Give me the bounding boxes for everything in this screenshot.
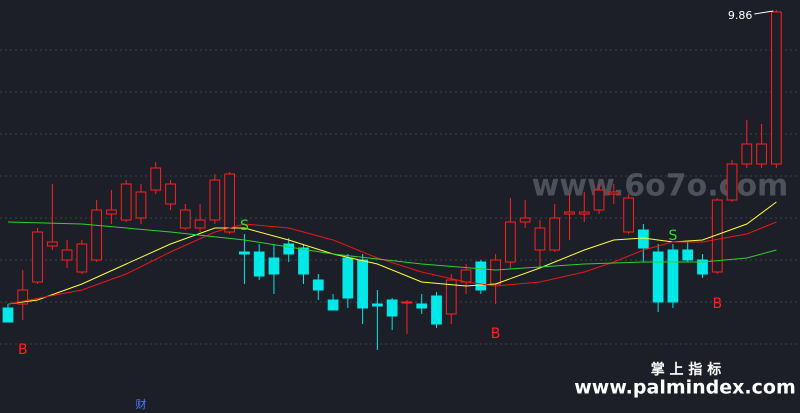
candle-body [475, 261, 487, 291]
candle-body [697, 259, 708, 275]
candle-body [357, 259, 368, 309]
candle-body [298, 247, 309, 275]
candle-body [342, 257, 354, 299]
candle-body [416, 303, 428, 309]
candle-body [46, 241, 58, 247]
candle-body [61, 249, 73, 261]
candle-body [17, 289, 29, 305]
candle-body [682, 249, 694, 261]
brand-url: www.palmindex.com [574, 377, 796, 399]
candle-body [667, 249, 679, 303]
candle-body [549, 217, 561, 251]
candle-body [431, 295, 442, 325]
grid [0, 49, 800, 345]
candle-body [150, 167, 162, 191]
candle-body [91, 209, 103, 261]
candle-body [608, 191, 620, 195]
candle-body [32, 231, 43, 283]
candle-body [564, 211, 575, 215]
candle-body [268, 257, 280, 275]
candle-body [726, 163, 738, 201]
candle-body [490, 259, 501, 285]
signal-label: S [240, 218, 249, 234]
candle-body [741, 143, 753, 165]
candle-body [194, 219, 206, 229]
candle-body [519, 217, 531, 223]
max-label: 9.86 [728, 9, 753, 22]
candle-body [756, 143, 767, 165]
candle-body [179, 209, 191, 229]
candle-body [283, 243, 295, 255]
candle-body [623, 197, 634, 233]
candle-body [386, 299, 398, 317]
candle-body [312, 279, 324, 291]
candle-body [224, 173, 236, 233]
candle-body [2, 307, 14, 323]
candle-body [593, 189, 605, 211]
candle-body [135, 191, 147, 219]
candle-body [120, 183, 132, 221]
ma-line [7, 201, 777, 305]
candle-body [76, 243, 88, 273]
candle-body [401, 301, 413, 304]
candle-body [372, 303, 383, 307]
ma-line [7, 221, 777, 271]
signal-label: B [18, 342, 28, 358]
signal-label: B [491, 326, 501, 342]
candle-body [209, 179, 221, 221]
candle-body [637, 229, 649, 249]
signal-label: S [668, 228, 677, 244]
signal-label: B [712, 296, 722, 312]
candle-body [445, 279, 457, 315]
watermark: www.6o7o.com [532, 169, 789, 204]
candle-body [770, 11, 782, 165]
ma-line [7, 221, 777, 305]
candle-body [534, 227, 546, 251]
candle-body [327, 299, 339, 311]
candle-body [505, 221, 516, 263]
candle-body [578, 211, 590, 215]
candle-body [239, 251, 250, 255]
candle-body [165, 183, 176, 205]
footer-char: 财 [136, 397, 147, 411]
candle-body [106, 209, 117, 215]
candle-body [253, 251, 265, 277]
max-arrow [754, 10, 774, 15]
brand: 掌 上 指 标 [651, 361, 722, 378]
candle-body [460, 269, 472, 283]
candle-body [652, 251, 664, 303]
